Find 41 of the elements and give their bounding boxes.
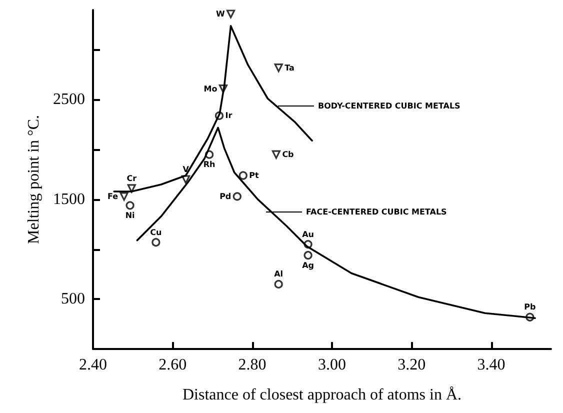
annotation: BODY-CENTERED CUBIC METALS [318,102,461,110]
annotation: W [216,9,225,18]
x-tick-label: 2.60 [158,356,187,374]
annotation: Au [302,230,314,239]
point [127,184,136,193]
point [226,10,236,18]
annotation: FACE-CENTERED CUBIC METALS [306,208,448,216]
annotation: Ir [225,111,232,120]
x-tick-label: 2.40 [79,356,107,374]
point [232,192,242,201]
point [272,150,280,159]
point [274,64,283,72]
annotation: Ag [302,260,314,270]
y-axis-title: Melting point in °C. [26,114,43,244]
annotation: Pt [249,171,260,180]
point [274,280,283,288]
x-tick-label: 3.00 [318,356,346,374]
annotation: Pb [524,302,536,312]
annotation: Al [274,270,284,279]
point [126,201,134,210]
annotation: Cb [282,150,294,160]
x-axis-title: Distance of closest approach of atoms in Å. [182,386,462,404]
annotation: Ta [284,63,294,72]
y-tick-label: 1500 [53,190,85,208]
annotation: V [182,165,190,174]
x-tick-label: 3.40 [477,356,506,374]
point [120,192,128,201]
annotation: Cr [126,174,137,183]
y-tick-label: 2500 [53,91,85,108]
y-tick-label: 500 [61,290,85,308]
annotation: Cu [150,228,162,237]
point [304,250,312,260]
annotation: Mo [204,84,218,94]
annotation: Ni [125,210,136,220]
point [238,171,248,180]
x-tick-label: 3.20 [398,356,426,374]
annotation: Rh [203,160,216,170]
x-tick-label: 2.80 [238,356,266,374]
annotation: Pd [220,192,232,201]
point [152,238,160,247]
annotation: Fe [107,192,119,201]
